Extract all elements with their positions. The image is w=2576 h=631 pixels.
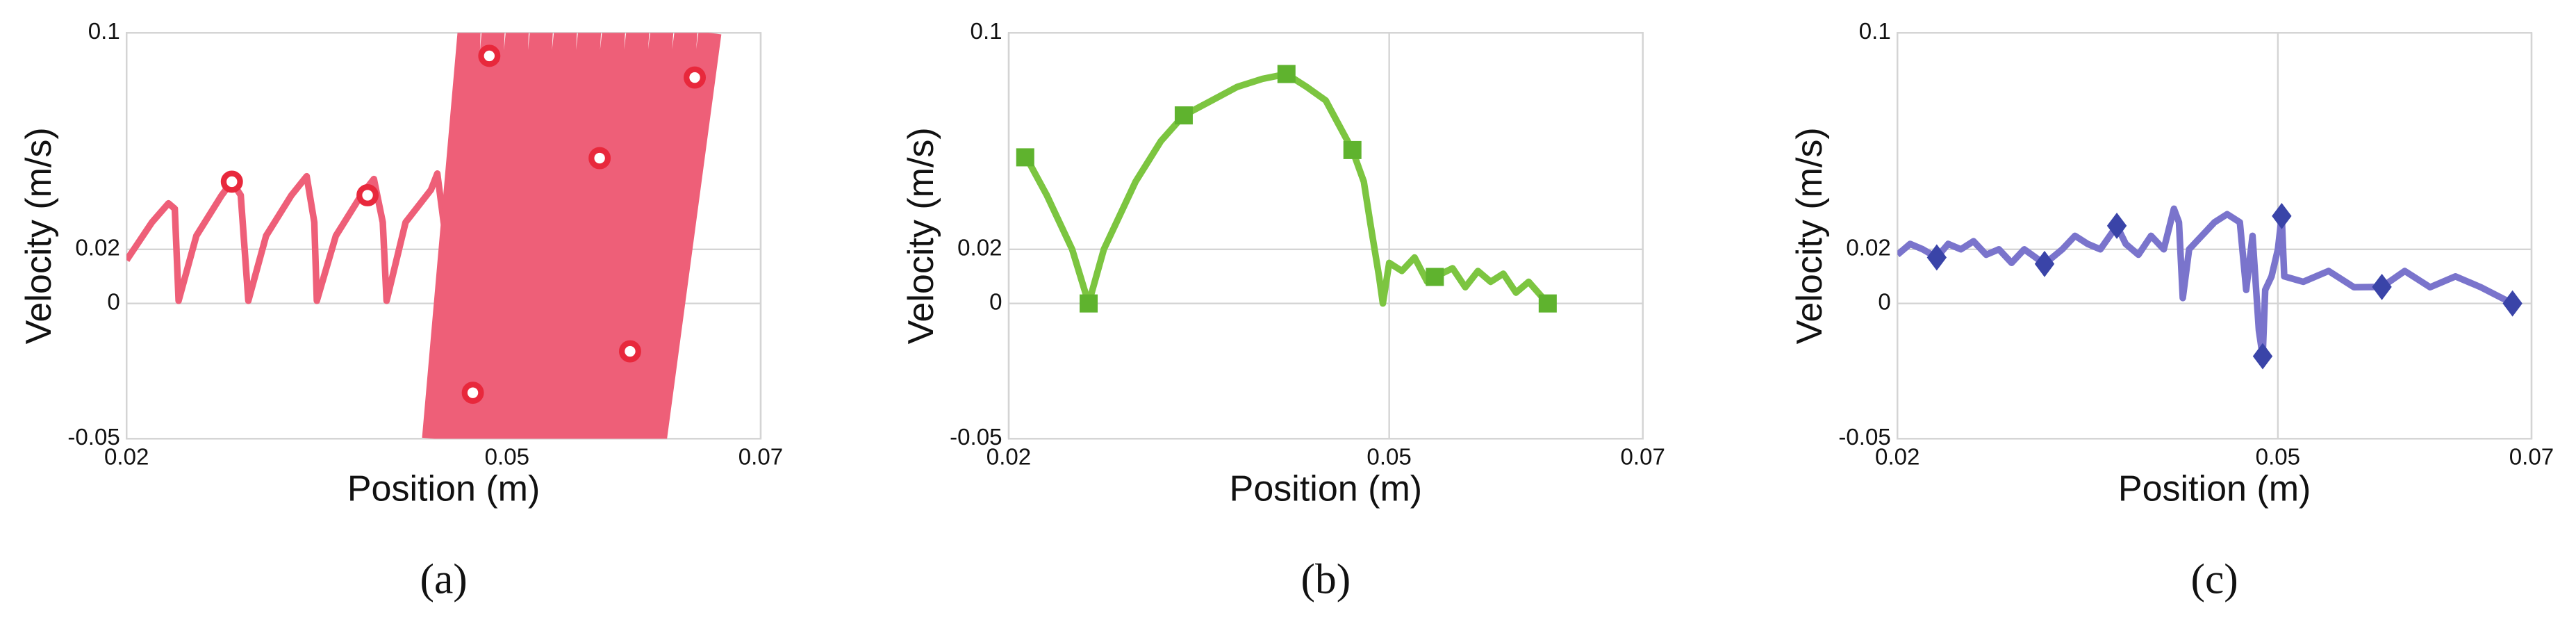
plot-content	[1016, 65, 1557, 313]
marker	[1080, 294, 1098, 313]
data-line	[1897, 205, 2514, 360]
x-tick-label: 0.05	[485, 444, 529, 470]
y-tick-label: 0.02	[75, 236, 119, 261]
x-tick-label: 0.02	[104, 444, 149, 470]
y-tick-label: -0.05	[1838, 425, 1890, 450]
y-tick-label: 0	[989, 289, 1002, 315]
marker	[478, 44, 501, 67]
y-tick-label: 0.1	[971, 19, 1002, 44]
x-tick-label: 0.07	[738, 444, 783, 470]
marker	[684, 66, 707, 89]
x-tick-label: 0.02	[986, 444, 1031, 470]
marker	[618, 340, 641, 363]
marker	[1538, 294, 1557, 313]
y-axis-label: Velocity (m/s)	[19, 127, 59, 344]
marker	[1343, 140, 1362, 159]
y-tick-label: 0	[1878, 289, 1890, 315]
marker	[1426, 268, 1444, 286]
y-tick-label: 0.02	[957, 236, 1002, 261]
y-axis-label: Velocity (m/s)	[1790, 127, 1830, 344]
plot-content	[126, 33, 722, 439]
marker	[1277, 65, 1296, 83]
y-tick-label: 0.1	[88, 19, 120, 44]
marker	[2034, 250, 2055, 277]
marker	[461, 382, 484, 404]
x-axis-label: Position (m)	[347, 469, 540, 509]
x-tick-label: 0.02	[1875, 444, 1919, 470]
x-axis-label: Position (m)	[2118, 469, 2311, 509]
data-line	[1016, 70, 1551, 307]
marker	[2106, 212, 2127, 239]
x-tick-label: 0.07	[2509, 444, 2554, 470]
x-tick-label: 0.05	[1367, 444, 1411, 470]
marker	[588, 147, 611, 170]
panel: -0.05 0 0.02 0.1 0.02 0.05 0.07 Position (m) Vel…	[19, 19, 783, 603]
marker	[1926, 244, 1947, 271]
marker	[220, 170, 243, 193]
x-axis-label: Position (m)	[1230, 469, 1422, 509]
y-axis-label: Velocity (m/s)	[901, 127, 941, 344]
plot-content	[1897, 202, 2523, 370]
plot-area	[1897, 32, 2533, 440]
marker	[2372, 273, 2392, 300]
marker	[1016, 148, 1034, 167]
marker	[1174, 106, 1193, 125]
y-tick-label: -0.05	[950, 425, 1002, 450]
marker	[2502, 290, 2523, 317]
caption: (a)	[420, 556, 467, 603]
y-tick-label: 0.02	[1846, 236, 1890, 261]
y-tick-label: 0	[107, 289, 119, 315]
x-tick-label: 0.07	[1621, 444, 1665, 470]
x-tick-label: 0.05	[2256, 444, 2300, 470]
band-line	[422, 33, 722, 439]
marker	[356, 183, 379, 206]
plot-area	[1007, 32, 1644, 440]
data-line	[126, 170, 462, 304]
panel: -0.05 0 0.02 0.1 0.02 0.05 0.07 Position (m) Vel…	[1790, 19, 2554, 603]
caption: (b)	[1301, 556, 1351, 603]
y-tick-label: 0.1	[1859, 19, 1891, 44]
marker	[2272, 202, 2292, 229]
caption: (c)	[2191, 556, 2238, 603]
panel: -0.05 0 0.02 0.1 0.02 0.05 0.07 Position (m) Vel…	[901, 19, 1665, 603]
y-tick-label: -0.05	[67, 425, 119, 450]
